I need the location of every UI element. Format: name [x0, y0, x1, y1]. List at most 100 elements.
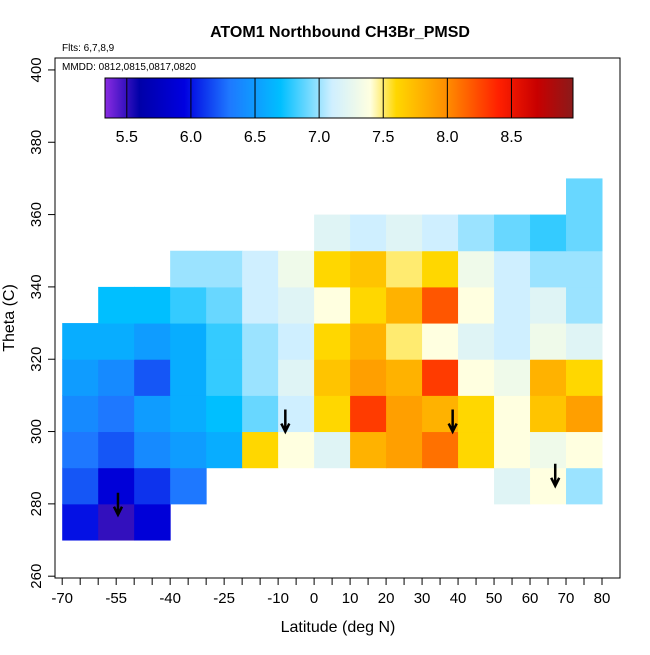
heat-cell: [530, 431, 567, 469]
heat-cell: [98, 467, 135, 505]
heat-cell: [206, 395, 243, 433]
heat-cell: [422, 250, 459, 288]
heat-cell: [458, 214, 495, 252]
heat-cell: [422, 431, 459, 469]
heat-cell: [566, 359, 603, 396]
heat-cell: [386, 250, 423, 288]
heat-cell: [170, 395, 207, 433]
heat-cell: [566, 467, 603, 505]
y-tick-label: 280: [28, 491, 45, 516]
note: Flts: 6,7,8,9: [62, 43, 115, 54]
heat-cell: [494, 323, 531, 360]
heat-cell: [206, 431, 243, 469]
x-tick-label: 0: [310, 590, 318, 607]
heat-cell: [98, 395, 135, 433]
heat-cell: [98, 431, 135, 469]
colorbar-tick-label: 8.5: [500, 129, 522, 146]
heat-cell: [494, 431, 531, 469]
heat-cell: [530, 359, 567, 396]
heat-cell: [98, 286, 135, 324]
heat-cell: [170, 250, 207, 288]
heat-cell: [62, 503, 99, 541]
heat-cell: [134, 323, 171, 360]
x-tick-label: 30: [414, 590, 431, 607]
x-tick-label: 40: [450, 590, 467, 607]
heat-cell: [98, 323, 135, 360]
heat-cell: [134, 359, 171, 396]
heat-cell: [278, 431, 315, 469]
heat-cell: [458, 359, 495, 396]
heat-cell: [566, 395, 603, 433]
heat-cell: [566, 431, 603, 469]
heat-cell: [494, 467, 531, 505]
heat-cell: [62, 395, 99, 433]
y-axis-label: Theta (C): [1, 284, 18, 352]
heat-cell: [134, 503, 171, 541]
heat-cell: [494, 250, 531, 288]
heat-cell: [566, 214, 603, 252]
x-tick-label: -25: [213, 590, 235, 607]
heat-cell: [422, 286, 459, 324]
heat-cell: [170, 323, 207, 360]
heat-cell: [458, 323, 495, 360]
colorbar-tick-label: 7.5: [372, 129, 394, 146]
heat-cell: [566, 286, 603, 324]
heat-cell: [134, 286, 171, 324]
colorbar-tick-label: 7.0: [308, 129, 330, 146]
x-tick-label: -55: [105, 590, 127, 607]
chart-title: ATOM1 Northbound CH3Br_PMSD: [210, 24, 470, 41]
heat-cell: [62, 467, 99, 505]
heat-cell: [494, 286, 531, 324]
heat-cell: [134, 467, 171, 505]
heat-cell: [530, 395, 567, 433]
y-tick-label: 340: [28, 274, 45, 299]
heat-cell: [206, 359, 243, 396]
heat-cell: [350, 359, 387, 396]
heat-cell: [242, 395, 279, 433]
heat-cell: [62, 323, 99, 360]
heat-cell: [530, 214, 567, 252]
heat-cell: [62, 431, 99, 469]
heat-cell: [458, 431, 495, 469]
heat-cell: [206, 286, 243, 324]
heat-cell: [242, 286, 279, 324]
x-axis-label: Latitude (deg N): [281, 619, 396, 636]
y-tick-label: 260: [28, 564, 45, 589]
heat-cell: [458, 395, 495, 433]
plot-frame: [54, 57, 621, 579]
arrow: [112, 492, 124, 518]
heat-cell: [386, 214, 423, 252]
colorbar-tick-label: 8.0: [436, 129, 458, 146]
x-tick-label: 20: [378, 590, 395, 607]
heat-cell: [278, 286, 315, 324]
heat-cell: [566, 250, 603, 288]
heat-cell: [314, 323, 351, 360]
x-tick-label: 50: [486, 590, 503, 607]
heat-cell: [566, 323, 603, 360]
y-tick-label: 300: [28, 419, 45, 444]
heat-cell: [530, 286, 567, 324]
heat-cell: [170, 431, 207, 469]
heat-cell: [242, 323, 279, 360]
heat-cell: [458, 286, 495, 324]
note: MMDD: 0812,0815,0817,0820: [62, 62, 196, 73]
heat-cell: [314, 431, 351, 469]
colorbar-tick-label: 5.5: [116, 129, 138, 146]
x-tick-label: 60: [522, 590, 539, 607]
heat-cell: [422, 359, 459, 396]
heat-cell: [386, 395, 423, 433]
arrow: [447, 409, 458, 435]
heat-cell: [170, 359, 207, 396]
heat-cell: [350, 286, 387, 324]
heat-cell: [350, 431, 387, 469]
heat-cell: [242, 359, 279, 396]
heat-cell: [62, 359, 99, 396]
heat-cell: [314, 250, 351, 288]
heat-cell: [494, 395, 531, 433]
x-tick-label: 80: [594, 590, 611, 607]
heat-cell: [566, 178, 603, 216]
y-tick-label: 400: [28, 57, 45, 82]
heat-cell: [350, 250, 387, 288]
heat-cell: [170, 286, 207, 324]
